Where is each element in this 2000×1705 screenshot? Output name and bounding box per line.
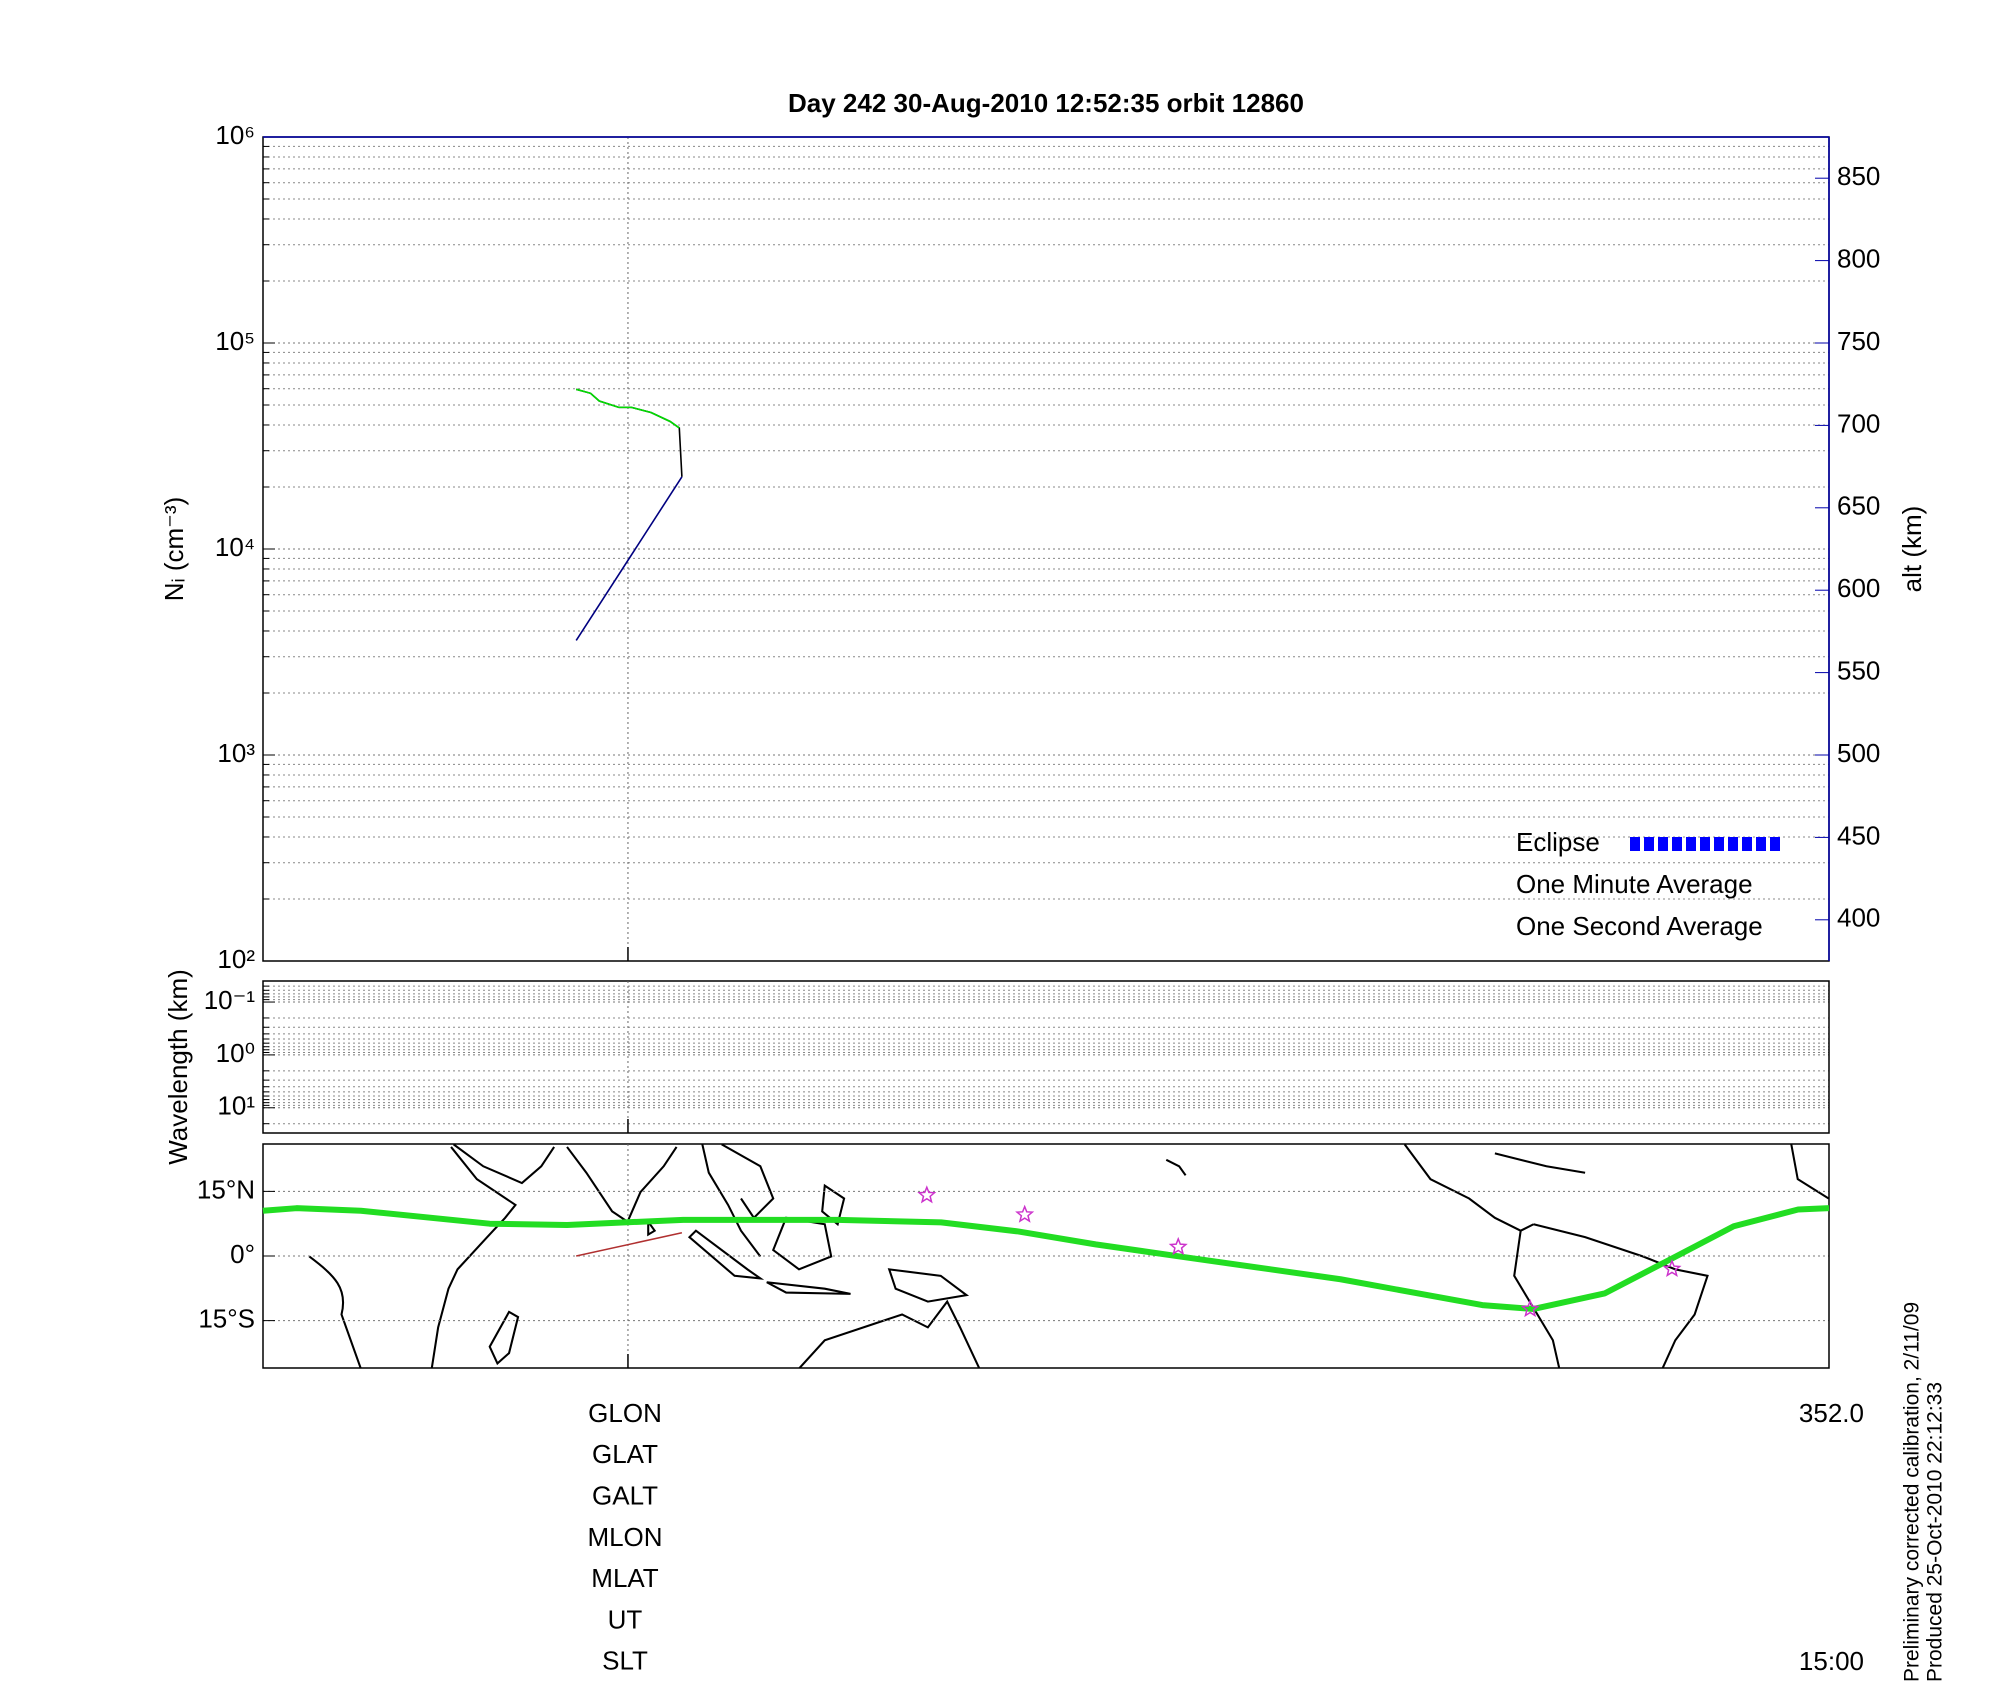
segment-line — [576, 1232, 683, 1257]
data-line — [575, 476, 683, 641]
star-marker — [1015, 1204, 1035, 1223]
data-line — [575, 388, 680, 429]
note: Produced 25-Oct-2010 22:12:33 — [1924, 1382, 1947, 1682]
legend-marker — [1714, 837, 1724, 851]
y-tick-label: 15°S — [198, 1303, 255, 1333]
y2-tick-label: 800 — [1837, 243, 1880, 273]
y-tick-label: 0° — [230, 1239, 255, 1269]
y-tick-label: 10⁴ — [215, 532, 255, 562]
legend-marker — [1728, 837, 1738, 851]
footer-row-label: SLT — [602, 1646, 648, 1676]
footer-row-label: UT — [608, 1604, 643, 1634]
y2-tick-label: 600 — [1837, 573, 1880, 603]
legend-marker — [1770, 837, 1780, 851]
panel-frame — [262, 1143, 1830, 1369]
y2-tick-label: 400 — [1837, 903, 1880, 933]
y2-tick-label: 500 — [1837, 738, 1880, 768]
footer-row-label: GLAT — [592, 1439, 658, 1469]
legend-label: Eclipse — [1516, 827, 1600, 857]
legend-marker — [1686, 837, 1696, 851]
footer-row-label: GALT — [592, 1480, 658, 1510]
slt-value: 15:00 — [1799, 1646, 1864, 1676]
chart-title: Day 242 30-Aug-2010 12:52:35 orbit 12860 — [788, 88, 1304, 118]
panel-frame — [262, 980, 1830, 1134]
y2-tick-label: 750 — [1837, 326, 1880, 356]
y-axis-label: Nᵢ (cm⁻³) — [159, 497, 189, 601]
y-tick-label: 10⁵ — [215, 326, 255, 356]
y2-tick-label: 650 — [1837, 491, 1880, 521]
star-marker — [1168, 1236, 1188, 1256]
y-tick-label: 10⁶ — [215, 120, 255, 150]
y2-tick-label: 550 — [1837, 655, 1880, 685]
legend-marker — [1756, 837, 1766, 851]
orbit-track — [262, 1205, 1830, 1312]
y-tick-label: 10³ — [217, 738, 255, 768]
legend-marker — [1700, 837, 1710, 851]
star-marker — [1662, 1258, 1682, 1278]
y2-tick-label: 700 — [1837, 408, 1880, 438]
star-marker — [917, 1185, 937, 1204]
legend-marker — [1630, 837, 1640, 851]
y-axis-label: Wavelength (km) — [163, 969, 193, 1165]
footer-row-label: MLON — [587, 1522, 662, 1552]
y2-tick-label: 450 — [1837, 820, 1880, 850]
note: Preliminary corrected calibration, 2/11/… — [1901, 1302, 1924, 1682]
footer-row-label: GLON — [588, 1398, 662, 1428]
legend-label: One Second Average — [1516, 911, 1763, 941]
y-tick-label: 10² — [217, 944, 255, 974]
footer-row-label: MLAT — [591, 1563, 659, 1593]
legend-marker — [1658, 837, 1668, 851]
glon-value: 352.0 — [1799, 1398, 1864, 1428]
legend-marker — [1742, 837, 1752, 851]
y-tick-label: 10¹ — [217, 1091, 255, 1121]
data-line — [575, 388, 683, 477]
legend-marker — [1672, 837, 1682, 851]
star-marker — [1520, 1298, 1540, 1318]
legend-label: One Minute Average — [1516, 869, 1753, 899]
legend-marker — [1644, 837, 1654, 851]
y-tick-label: 10⁰ — [216, 1038, 255, 1068]
y-tick-label: 10⁻¹ — [204, 985, 256, 1015]
y-tick-label: 15°N — [197, 1174, 255, 1204]
y2-tick-label: 850 — [1837, 161, 1880, 191]
y2-axis-label: alt (km) — [1897, 506, 1927, 593]
